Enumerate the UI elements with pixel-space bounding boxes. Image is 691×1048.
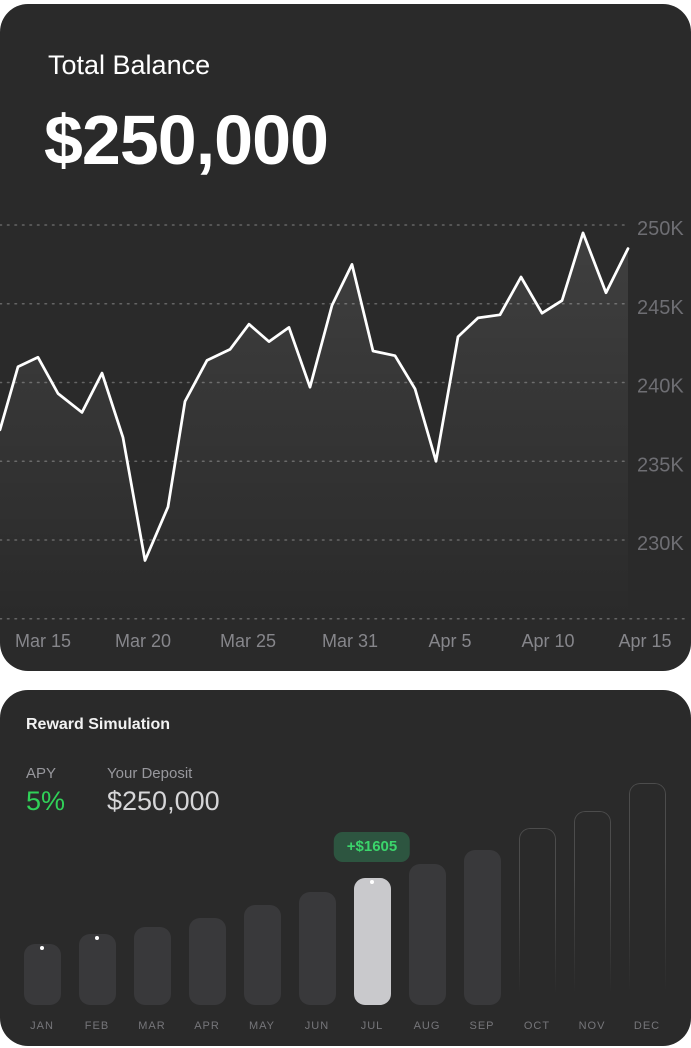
- x-tick-label: Mar 15: [15, 631, 71, 651]
- bar-top-dot: [370, 880, 374, 884]
- reward-simulation-card: Reward Simulation APY 5% Your Deposit $2…: [0, 690, 691, 1046]
- bar-top-dot: [40, 946, 44, 950]
- bar-month-label-apr: APR: [194, 1020, 220, 1032]
- y-tick-label: 240K: [637, 376, 684, 398]
- bar-jan[interactable]: [23, 944, 61, 1005]
- balance-area-fill: [0, 232, 628, 619]
- x-tick-label: Apr 15: [618, 631, 671, 651]
- bar-jun[interactable]: [298, 892, 336, 1005]
- bar-month-label-sep: SEP: [469, 1020, 495, 1032]
- bar-feb[interactable]: [78, 934, 116, 1005]
- bar-jul[interactable]: [353, 878, 391, 1005]
- x-tick-label: Mar 31: [322, 631, 378, 651]
- balance-card-title: Total Balance: [48, 50, 211, 80]
- total-balance-card: Total Balance $250,000 250K 245K 240K 235K 2…: [0, 4, 691, 671]
- balance-line-chart[interactable]: 250K 245K 240K 235K 230K Mar 15 Mar 20 Mar 25 Ma…: [0, 210, 691, 660]
- apy-label: APY: [26, 765, 57, 782]
- x-tick-label: Mar 20: [115, 631, 171, 651]
- bar-month-label-jan: JAN: [30, 1020, 54, 1032]
- deposit-value: $250,000: [107, 786, 220, 816]
- bar-dec[interactable]: [628, 783, 666, 1005]
- bar-oct[interactable]: [518, 828, 556, 1005]
- bar-apr[interactable]: [188, 918, 226, 1005]
- reward-tooltip: +$1605: [333, 832, 411, 862]
- x-tick-label: Apr 5: [428, 631, 471, 651]
- bar-sep[interactable]: [463, 850, 501, 1005]
- deposit-label: Your Deposit: [107, 765, 193, 782]
- y-tick-label: 245K: [637, 297, 684, 319]
- x-tick-label: Apr 10: [521, 631, 574, 651]
- bar-month-label-aug: AUG: [413, 1020, 441, 1032]
- y-tick-label: 235K: [637, 454, 684, 476]
- bar-nov[interactable]: [573, 811, 611, 1005]
- bar-month-label-mar: MAR: [138, 1020, 166, 1032]
- bar-month-label-dec: DEC: [633, 1020, 661, 1032]
- bar-mar[interactable]: [133, 927, 171, 1005]
- bar-month-label-may: MAY: [248, 1020, 276, 1032]
- reward-card-title: Reward Simulation: [26, 716, 171, 733]
- bar-month-label-feb: FEB: [84, 1020, 110, 1032]
- bar-may[interactable]: [243, 905, 281, 1005]
- bar-aug[interactable]: [408, 864, 446, 1005]
- total-balance-amount: $250,000: [44, 101, 329, 179]
- y-tick-label: 250K: [637, 218, 684, 240]
- bar-month-label-jun: JUN: [304, 1020, 330, 1032]
- bar-top-dot: [95, 936, 99, 940]
- reward-bar-chart: JAN FEB MAR APR MAY JUN JUL AUG SEP OCT NOV DEC: [0, 690, 691, 1046]
- bar-month-label-nov: NOV: [578, 1020, 606, 1032]
- balance-line: [0, 231, 630, 562]
- y-tick-label: 230K: [637, 533, 684, 555]
- x-tick-label: Mar 25: [220, 631, 276, 651]
- bar-month-label-jul: JUL: [360, 1020, 384, 1032]
- apy-value: 5%: [26, 786, 66, 816]
- bar-month-label-oct: OCT: [523, 1020, 551, 1032]
